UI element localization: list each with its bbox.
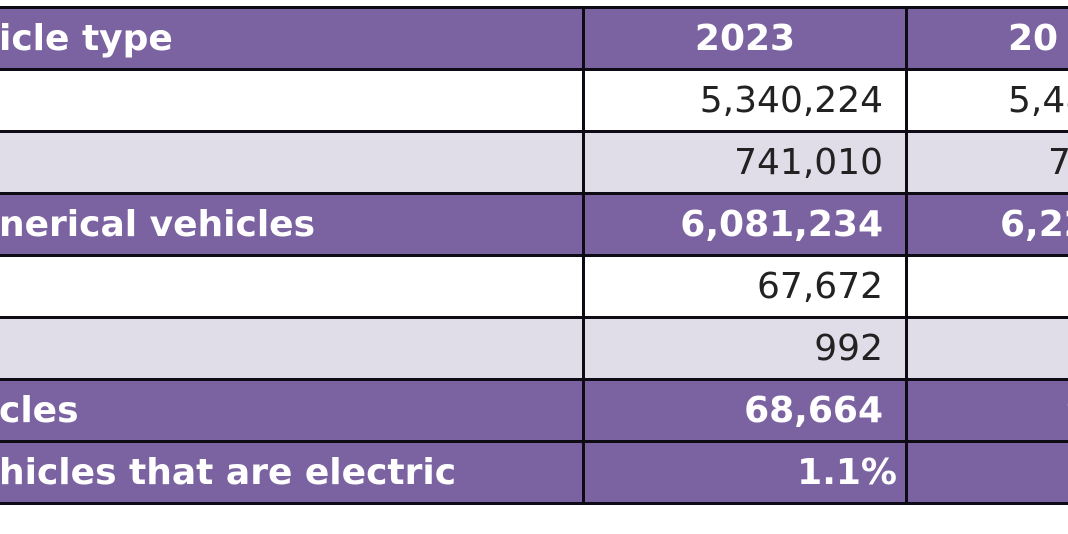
vehicle-registration-table-container: icle type 2023 20 5,340,224 5,48 741,010… [0, 6, 1068, 505]
cell-2024: 6,22 [905, 192, 1068, 257]
row-label: hicles that are electric [0, 440, 585, 505]
header-vehicle-type: icle type [0, 6, 585, 71]
table-row: 5,340,224 5,48 [0, 68, 1068, 133]
header-row: icle type 2023 20 [0, 6, 1068, 71]
table-row: 67,672 8 [0, 254, 1068, 319]
header-2024: 20 [905, 6, 1068, 71]
cell-2023: 67,672 [582, 254, 908, 319]
cell-2023: 1.1% [582, 440, 908, 505]
cell-2024 [905, 316, 1068, 381]
row-label [0, 130, 585, 195]
cell-2024: 5,48 [905, 68, 1068, 133]
row-label [0, 68, 585, 133]
cell-2024 [905, 440, 1068, 505]
row-label: nerical vehicles [0, 192, 585, 257]
cell-2023: 5,340,224 [582, 68, 908, 133]
cell-2023: 6,081,234 [582, 192, 908, 257]
cell-2023: 992 [582, 316, 908, 381]
cell-2024: 9 [905, 378, 1068, 443]
cell-2023: 68,664 [582, 378, 908, 443]
row-label [0, 254, 585, 319]
cell-2024: 74 [905, 130, 1068, 195]
row-label [0, 316, 585, 381]
table-row: 992 [0, 316, 1068, 381]
cell-2023: 741,010 [582, 130, 908, 195]
table-row-subtotal: cles 68,664 9 [0, 378, 1068, 443]
table-row: 741,010 74 [0, 130, 1068, 195]
table-row-percentage: hicles that are electric 1.1% [0, 440, 1068, 505]
row-label: cles [0, 378, 585, 443]
table-row-subtotal: nerical vehicles 6,081,234 6,22 [0, 192, 1068, 257]
header-2023: 2023 [582, 6, 908, 71]
cell-2024: 8 [905, 254, 1068, 319]
vehicle-registration-table: icle type 2023 20 5,340,224 5,48 741,010… [0, 6, 1068, 505]
